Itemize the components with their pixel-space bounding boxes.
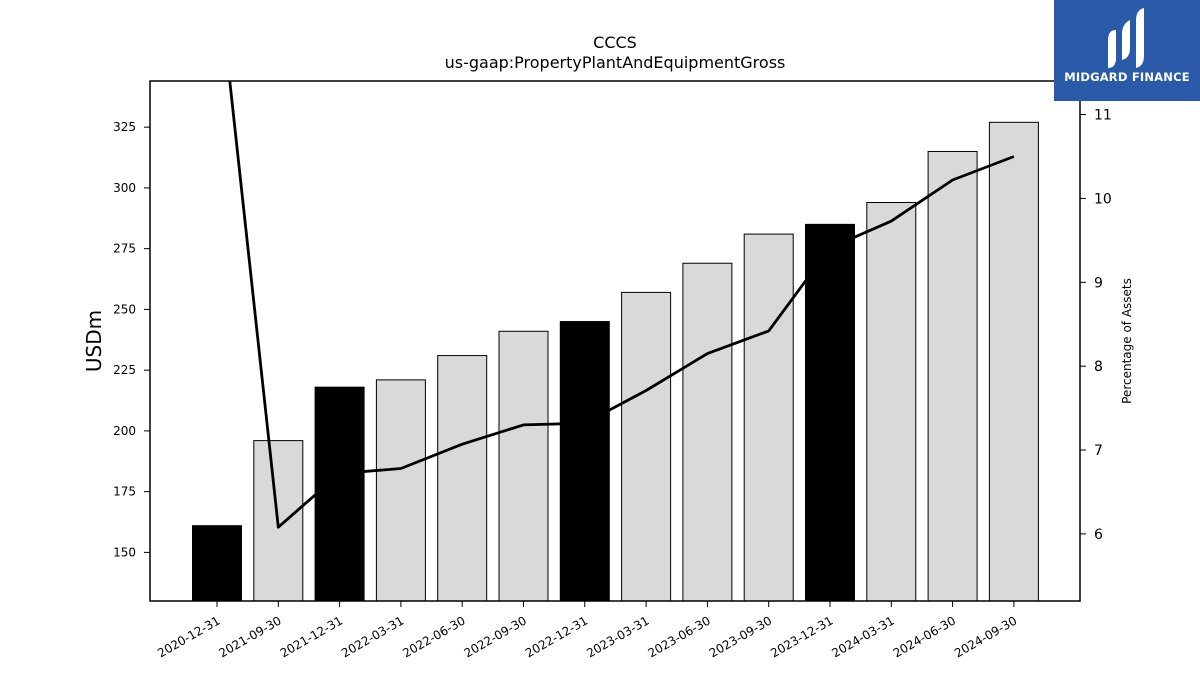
x-tick-label: 2023-06-30 bbox=[645, 613, 712, 660]
bar-2023-06-30 bbox=[682, 262, 733, 602]
y-tick-label: 325 bbox=[113, 120, 136, 134]
y2-tick-label: 8 bbox=[1094, 359, 1103, 375]
x-tick-label: 2023-09-30 bbox=[707, 613, 774, 660]
y2-tick-label: 10 bbox=[1094, 191, 1112, 207]
x-tick-label: 2022-12-31 bbox=[523, 613, 590, 660]
x-tick-label: 2022-06-30 bbox=[400, 613, 467, 660]
bar-2024-06-30 bbox=[927, 150, 978, 602]
chart-title: CCCS bbox=[593, 33, 637, 52]
bar-2022-09-30 bbox=[498, 330, 549, 602]
left-axis: 150 175 200 225 250 275 300 325 bbox=[113, 120, 150, 559]
bar-2024-09-30 bbox=[988, 121, 1039, 602]
x-axis: 2020-12-312021-09-302021-12-312022-03-31… bbox=[155, 601, 1019, 660]
y2-tick-label: 11 bbox=[1094, 108, 1112, 124]
bar-2024-03-31 bbox=[866, 201, 917, 602]
plot-frame bbox=[149, 80, 1081, 602]
x-tick-label: 2022-09-30 bbox=[462, 613, 529, 660]
x-tick-label: 2021-09-30 bbox=[216, 613, 283, 660]
y-tick-label: 150 bbox=[113, 545, 136, 559]
y-tick-label: 200 bbox=[113, 424, 136, 438]
bar-2022-12-31 bbox=[559, 321, 610, 602]
x-tick-label: 2021-12-31 bbox=[278, 613, 345, 660]
bar-2022-03-31 bbox=[375, 379, 426, 602]
y2-tick-label: 7 bbox=[1094, 443, 1103, 459]
y2-axis-label: Percentage of Assets bbox=[1120, 278, 1134, 404]
y2-tick-label: 6 bbox=[1094, 527, 1103, 543]
x-tick-label: 2020-12-31 bbox=[155, 613, 222, 660]
y-tick-label: 225 bbox=[113, 363, 136, 377]
chart-subtitle: us-gaap:PropertyPlantAndEquipmentGross bbox=[445, 53, 786, 72]
x-tick-label: 2022-03-31 bbox=[339, 613, 406, 660]
bar-2023-09-30 bbox=[743, 233, 794, 602]
line-group bbox=[228, 81, 1015, 529]
bar-2020-12-31 bbox=[192, 525, 242, 602]
bar-2023-03-31 bbox=[621, 291, 672, 602]
x-tick-label: 2024-03-31 bbox=[829, 613, 896, 660]
bar-group bbox=[192, 121, 1039, 602]
bar-2021-12-31 bbox=[314, 386, 365, 602]
bar-2023-12-31 bbox=[805, 223, 855, 602]
y-tick-label: 300 bbox=[113, 181, 136, 195]
y2-tick-label: 9 bbox=[1094, 275, 1103, 291]
logo-text: MIDGARD FINANCE bbox=[1064, 70, 1190, 84]
y-axis-label: USDm bbox=[82, 310, 106, 372]
y-tick-label: 250 bbox=[113, 302, 136, 316]
x-tick-label: 2023-03-31 bbox=[584, 613, 651, 660]
x-tick-label: 2023-12-31 bbox=[768, 613, 835, 660]
x-tick-label: 2024-09-30 bbox=[952, 613, 1019, 660]
y-tick-label: 175 bbox=[113, 485, 136, 499]
right-axis: 6 7 8 9 10 11 bbox=[1080, 108, 1112, 543]
midgard-finance-logo: MIDGARD FINANCE bbox=[1054, 0, 1200, 101]
y-tick-label: 275 bbox=[113, 242, 136, 256]
percentage-of-assets-line bbox=[228, 81, 1015, 529]
midgard-logo-icon bbox=[1108, 8, 1144, 68]
x-tick-label: 2024-06-30 bbox=[891, 613, 958, 660]
bar-2022-06-30 bbox=[437, 355, 488, 602]
